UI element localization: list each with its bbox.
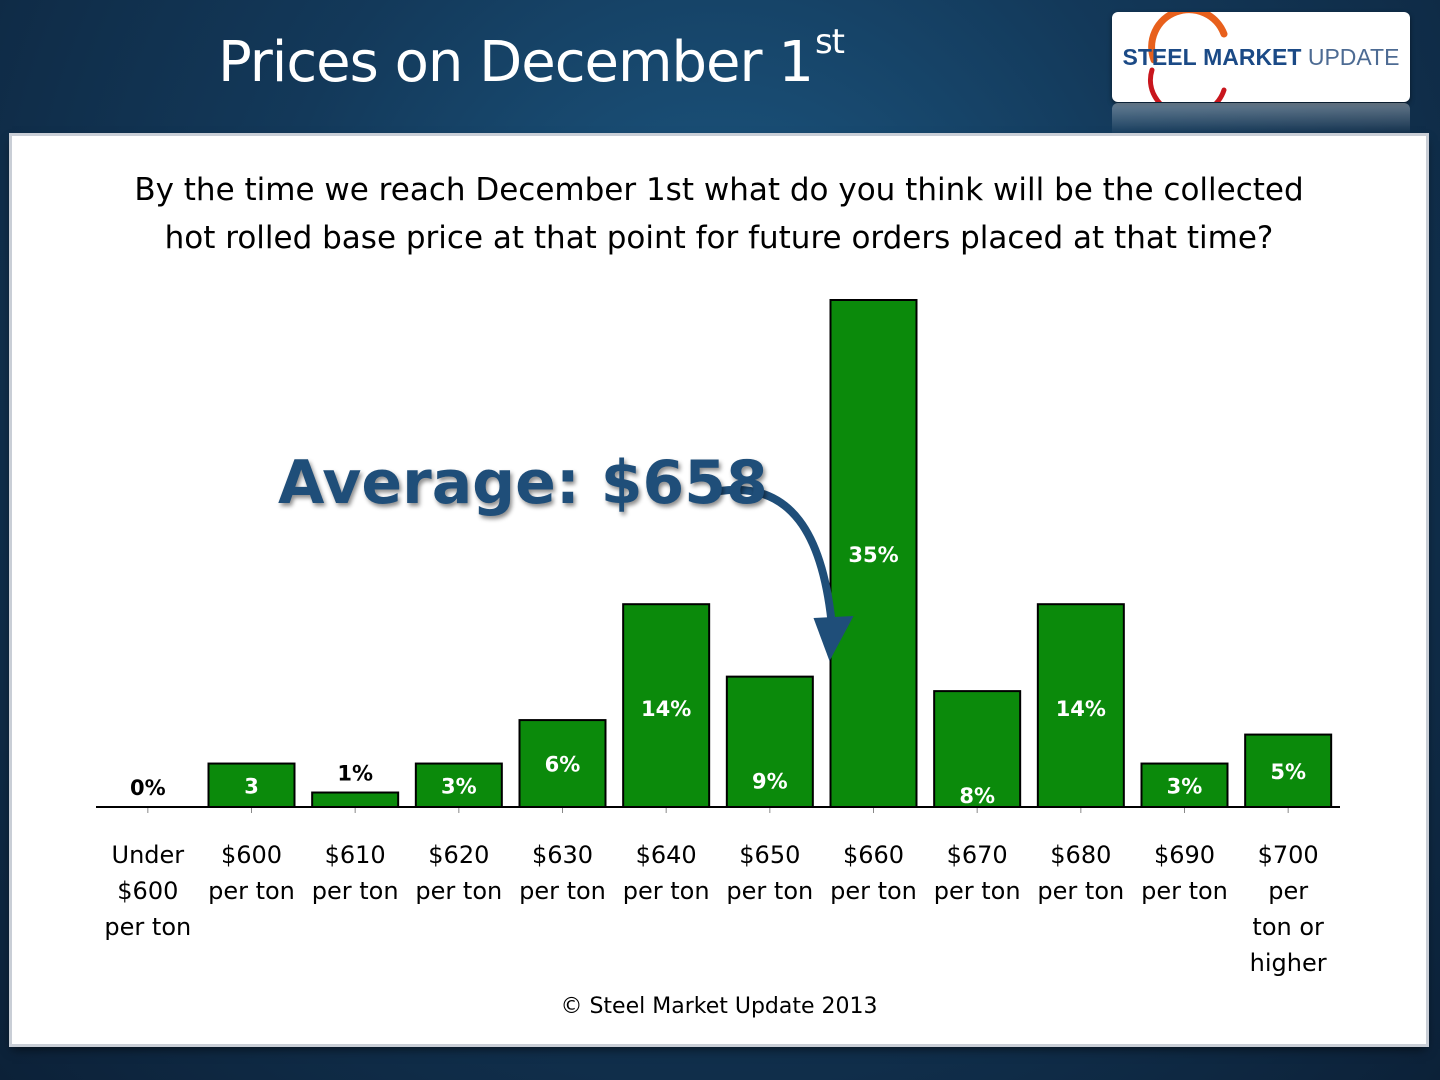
logo-swoosh-icon: [1147, 12, 1228, 102]
chart-title: By the time we reach December 1st what d…: [12, 166, 1426, 262]
bar-8: [933, 690, 1022, 808]
x-tick-label-1: $600 per ton: [208, 841, 295, 905]
chart-panel: By the time we reach December 1st what d…: [12, 136, 1426, 1044]
data-label-4: 6%: [545, 753, 581, 777]
data-label-6: 9%: [752, 770, 788, 794]
annotation-arrowhead-icon: [813, 616, 854, 661]
logo-reflection: [1112, 103, 1410, 135]
x-tick-label-11: $700 per ton or higher: [1250, 841, 1327, 977]
bar-11: [1244, 733, 1333, 808]
x-tick-label-2: $610 per ton: [312, 841, 399, 905]
bar-chart: 0% Under $600 per ton 3 $600 per ton 1% $610 per …: [96, 299, 1340, 977]
x-tick-label-0: Under $600 per ton: [104, 841, 191, 941]
data-label-7: 35%: [848, 543, 898, 567]
bar-2: [311, 791, 400, 808]
x-tick-label-8: $670 per ton: [934, 841, 1021, 905]
logo-word-steel: STEEL: [1122, 44, 1197, 70]
bar-3: [414, 762, 503, 808]
data-label-11: 5%: [1270, 760, 1306, 784]
copyright-text: © Steel Market Update 2013: [560, 994, 878, 1019]
x-tick-label-7: $660 per ton: [830, 841, 917, 905]
data-label-10: 3%: [1167, 774, 1203, 798]
slide-title-text: Prices on December 1: [218, 30, 814, 95]
data-label-9: 14%: [1056, 697, 1106, 721]
bar-9: [1036, 603, 1125, 809]
x-tick-label-9: $680 per ton: [1037, 841, 1124, 905]
data-label-1: 3: [244, 774, 259, 798]
x-tick-label-4: $630 per ton: [519, 841, 606, 905]
slide-title-superscript: st: [814, 22, 845, 63]
slide-title: Prices on December 1st: [218, 22, 845, 95]
data-label-0: 0%: [130, 776, 166, 800]
bar-6: [725, 675, 814, 809]
chart-title-line-2: hot rolled base price at that point for …: [164, 220, 1274, 256]
logo-wordmark: STEEL MARKET UPDATE: [1112, 44, 1410, 71]
annotation-arrow: [719, 485, 836, 622]
data-label-2: 1%: [337, 762, 373, 786]
logo-word-update: UPDATE: [1307, 44, 1400, 70]
logo-word-market: MARKET: [1203, 44, 1302, 70]
steel-market-update-logo: STEEL MARKET UPDATE: [1112, 12, 1410, 102]
data-label-5: 14%: [641, 697, 691, 721]
bar-4: [518, 719, 607, 808]
x-tick-label-10: $690 per ton: [1141, 841, 1228, 905]
data-label-3: 3%: [441, 774, 477, 798]
data-label-8: 8%: [959, 784, 995, 808]
bar-5: [622, 603, 711, 809]
average-annotation: Average: $658: [278, 448, 768, 518]
x-tick-label-3: $620 per ton: [415, 841, 502, 905]
bar-7: [829, 299, 918, 808]
x-tick-label-6: $650 per ton: [726, 841, 813, 905]
chart-title-line-1: By the time we reach December 1st what d…: [134, 172, 1304, 208]
x-tick-label-5: $640 per ton: [623, 841, 710, 905]
